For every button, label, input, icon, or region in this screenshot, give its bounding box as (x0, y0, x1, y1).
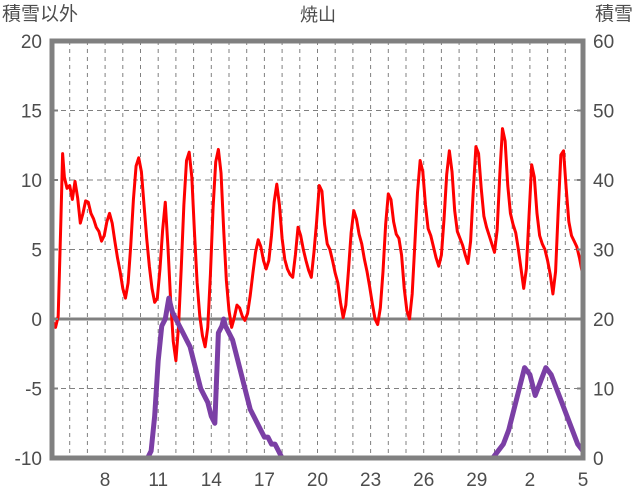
x-axis-tick-label: 5 (578, 470, 589, 491)
x-axis-tick-label: 17 (254, 470, 275, 491)
page-title: 焼山 (300, 5, 336, 25)
y2-axis-tick-label: 10 (593, 380, 614, 401)
plot-frame (49, 38, 586, 461)
x-axis-tick-label: 14 (201, 470, 223, 491)
x-axis-tick-label: 20 (307, 470, 328, 491)
grid-layer (52, 41, 583, 458)
series-line-2 (52, 295, 583, 458)
x-axis-tick-label: 23 (360, 470, 381, 491)
y2-axis-tick-label: 50 (593, 102, 614, 123)
y-axis-tick-label: -5 (25, 380, 42, 401)
series-layer (52, 127, 583, 458)
y-axis-tick-label: 5 (31, 241, 42, 262)
y-axis-tick-label: 20 (21, 32, 42, 53)
x-axis-tick-label: 29 (466, 470, 487, 491)
x-axis-tick-label: 11 (148, 470, 168, 491)
y2-axis-tick-label: 0 (593, 449, 604, 470)
x-axis-tick-label: 2 (525, 470, 536, 491)
y-axis-tick-label: 15 (21, 102, 42, 123)
x-axis-tick-label: 8 (100, 470, 111, 491)
y2-axis-tick-label: 60 (593, 32, 614, 53)
y2-axis-tick-label: 20 (593, 310, 614, 331)
y2-axis-tick-label: 30 (593, 241, 614, 262)
y-axis-tick-label: 10 (21, 171, 42, 192)
y2-axis-tick-label: 40 (593, 171, 614, 192)
y-axis-tick-label: 0 (31, 310, 42, 331)
series-line-1 (52, 127, 583, 363)
x-axis-tick-label: 26 (413, 470, 434, 491)
left-axis-title: 積雪以外 (2, 4, 79, 25)
right-axis-title: 積雪 (594, 4, 633, 25)
y-axis-tick-label: -10 (15, 449, 42, 470)
